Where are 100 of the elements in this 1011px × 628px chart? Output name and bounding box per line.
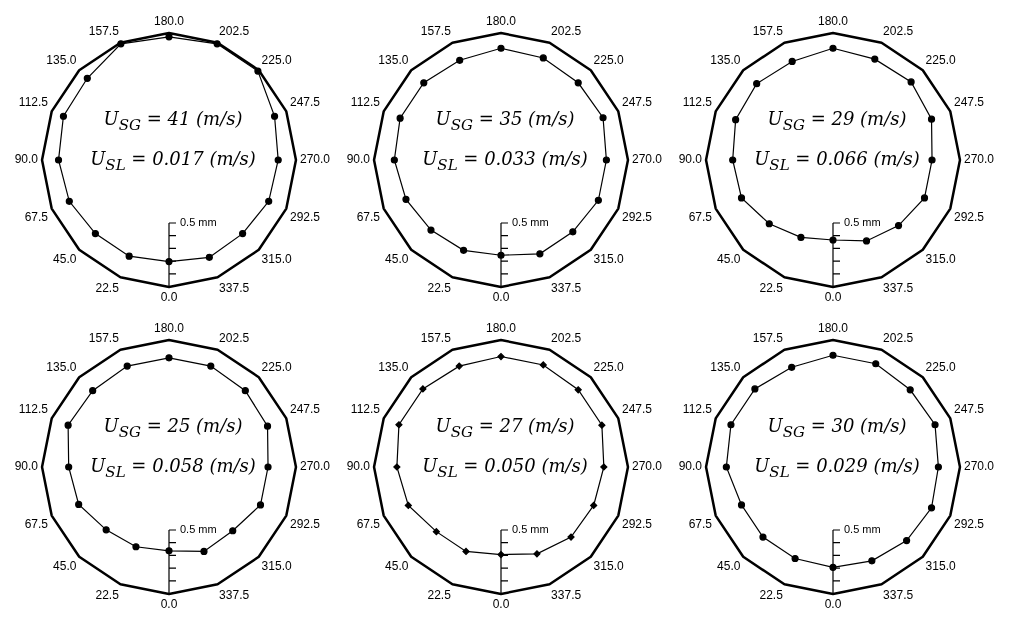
spoke-label: 22.5 <box>95 587 120 602</box>
spoke-label: 315.0 <box>261 252 292 267</box>
spoke-label: 247.5 <box>622 401 653 416</box>
spoke-label: 112.5 <box>682 401 713 416</box>
spoke-label: 22.5 <box>759 280 784 295</box>
text: U$_{SG}$ = 25 (m/s) <box>102 415 244 441</box>
spoke-label: 90.0 <box>14 152 39 167</box>
spoke-label: 315.0 <box>925 252 956 267</box>
spoke-label: 292.5 <box>954 516 985 531</box>
text: U$_{SG}$ = 29 (m/s) <box>766 108 908 134</box>
spoke-label: 45.0 <box>385 252 409 267</box>
spoke-label: 45.0 <box>53 252 77 267</box>
spoke-label: 292.5 <box>622 516 653 531</box>
spoke-label: 22.5 <box>759 587 784 602</box>
spoke-label: 0.0 <box>492 597 510 612</box>
spoke-label: 112.5 <box>18 401 49 416</box>
spoke-label: 270.0 <box>631 152 663 167</box>
spoke-label: 90.0 <box>14 459 39 474</box>
spoke-label: 135.0 <box>46 359 77 374</box>
spoke-label: 202.5 <box>219 24 250 39</box>
spoke-label: 315.0 <box>593 559 624 574</box>
spoke-label: 90.0 <box>346 459 371 474</box>
text: U$_{SL}$ = 0.058 (m/s) <box>90 455 256 481</box>
spoke-label: 45.0 <box>717 559 741 574</box>
spoke-label: 135.0 <box>710 359 741 374</box>
spoke-label: 67.5 <box>24 209 49 224</box>
spoke-label: 90.0 <box>678 152 703 167</box>
spoke-label: 180.0 <box>817 321 849 336</box>
spoke-label: 112.5 <box>682 94 713 109</box>
spoke-label: 135.0 <box>378 359 409 374</box>
spoke-label: 180.0 <box>153 321 185 336</box>
text: U$_{SL}$ = 0.033 (m/s) <box>422 148 588 174</box>
spoke-label: 270.0 <box>299 459 331 474</box>
spoke-label: 292.5 <box>622 209 653 224</box>
spoke-label: 270.0 <box>631 459 663 474</box>
text: U$_{SL}$ = 0.050 (m/s) <box>422 455 588 481</box>
spoke-label: 22.5 <box>95 280 120 295</box>
spoke-label: 225.0 <box>261 359 292 374</box>
text: 0.5 mm <box>512 216 549 229</box>
spoke-label: 337.5 <box>219 587 250 602</box>
text: 0.5 mm <box>512 523 549 536</box>
spoke-label: 157.5 <box>420 24 452 39</box>
spoke-label: 0.0 <box>824 290 842 305</box>
spoke-label: 90.0 <box>346 152 371 167</box>
spoke-label: 270.0 <box>963 152 995 167</box>
spoke-label: 247.5 <box>954 401 985 416</box>
spoke-label: 157.5 <box>752 331 784 346</box>
spoke-label: 112.5 <box>18 94 49 109</box>
spoke-label: 270.0 <box>299 152 331 167</box>
spoke-label: 67.5 <box>356 516 381 531</box>
spoke-label: 225.0 <box>925 52 956 67</box>
spoke-label: 112.5 <box>350 94 381 109</box>
text: U$_{SG}$ = 27 (m/s) <box>434 415 576 441</box>
spoke-label: 135.0 <box>378 52 409 67</box>
spoke-label: 22.5 <box>427 280 452 295</box>
spoke-label: 202.5 <box>551 331 582 346</box>
spoke-label: 315.0 <box>593 252 624 267</box>
spoke-label: 45.0 <box>53 559 77 574</box>
spoke-label: 292.5 <box>954 209 985 224</box>
spoke-label: 337.5 <box>551 587 582 602</box>
spoke-label: 157.5 <box>752 24 784 39</box>
spoke-label: 337.5 <box>883 587 914 602</box>
text: U$_{SG}$ = 41 (m/s) <box>102 108 244 134</box>
spoke-label: 157.5 <box>420 331 452 346</box>
text: U$_{SL}$ = 0.029 (m/s) <box>754 455 920 481</box>
spoke-label: 202.5 <box>219 331 250 346</box>
spoke-label: 22.5 <box>427 587 452 602</box>
spoke-label: 67.5 <box>688 516 713 531</box>
spoke-label: 247.5 <box>290 401 321 416</box>
text: 0.5 mm <box>844 523 881 536</box>
spoke-label: 157.5 <box>88 331 120 346</box>
text: U$_{SL}$ = 0.066 (m/s) <box>754 148 920 174</box>
text: 0.5 mm <box>180 523 217 536</box>
spoke-label: 202.5 <box>551 24 582 39</box>
spoke-label: 45.0 <box>717 252 741 267</box>
spoke-label: 337.5 <box>883 280 914 295</box>
spoke-label: 315.0 <box>925 559 956 574</box>
text: U$_{SG}$ = 35 (m/s) <box>434 108 576 134</box>
spoke-label: 0.0 <box>492 290 510 305</box>
spoke-label: 337.5 <box>551 280 582 295</box>
spoke-label: 45.0 <box>385 559 409 574</box>
spoke-label: 67.5 <box>24 516 49 531</box>
spoke-label: 180.0 <box>485 321 517 336</box>
spoke-label: 225.0 <box>593 359 624 374</box>
spoke-label: 225.0 <box>261 52 292 67</box>
spoke-label: 225.0 <box>593 52 624 67</box>
spoke-label: 292.5 <box>290 209 321 224</box>
spoke-label: 90.0 <box>678 459 703 474</box>
text: 0.5 mm <box>180 216 217 229</box>
text: U$_{SG}$ = 30 (m/s) <box>766 415 908 441</box>
spoke-label: 0.0 <box>160 597 178 612</box>
spoke-label: 225.0 <box>925 359 956 374</box>
spoke-label: 315.0 <box>261 559 292 574</box>
spoke-label: 0.0 <box>824 597 842 612</box>
spoke-label: 292.5 <box>290 516 321 531</box>
text: 0.5 mm <box>844 216 881 229</box>
spoke-label: 67.5 <box>356 209 381 224</box>
spoke-label: 202.5 <box>883 331 914 346</box>
spoke-label: 135.0 <box>710 52 741 67</box>
text: U$_{SL}$ = 0.017 (m/s) <box>90 148 256 174</box>
